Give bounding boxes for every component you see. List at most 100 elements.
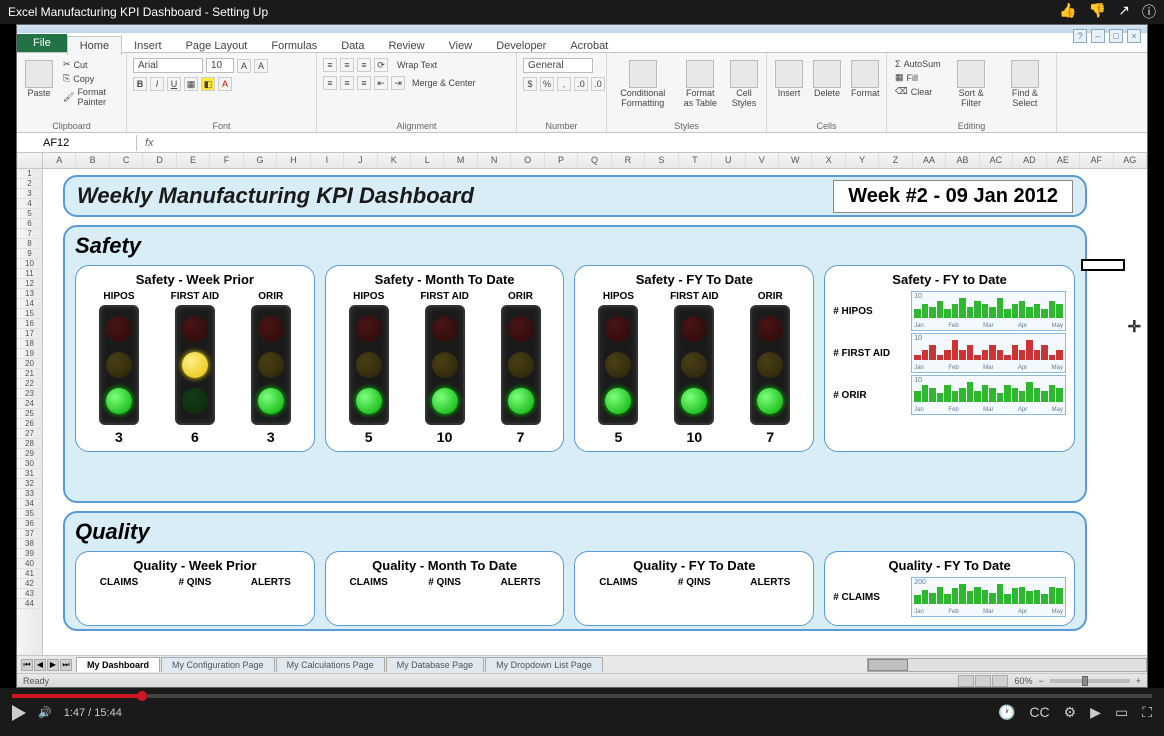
delete-cells-button[interactable]: Delete	[811, 58, 843, 101]
settings-icon[interactable]: ⚙	[1064, 704, 1077, 721]
col-header[interactable]: M	[444, 153, 477, 168]
horizontal-scrollbar[interactable]	[867, 658, 1147, 672]
col-header[interactable]: B	[76, 153, 109, 168]
col-header[interactable]: AA	[913, 153, 946, 168]
help-icon[interactable]: ?	[1073, 29, 1087, 43]
percent-button[interactable]: %	[540, 77, 554, 91]
col-header[interactable]: I	[311, 153, 344, 168]
col-header[interactable]: X	[812, 153, 845, 168]
font-color-button[interactable]: A	[218, 77, 232, 91]
sheet-tab[interactable]: My Dashboard	[76, 657, 160, 672]
view-normal-button[interactable]	[958, 675, 974, 687]
col-header[interactable]: C	[110, 153, 143, 168]
col-header[interactable]: A	[43, 153, 76, 168]
col-header[interactable]: E	[177, 153, 210, 168]
fullscreen-icon[interactable]: ⛶	[1142, 704, 1152, 721]
border-button[interactable]: ▦	[184, 77, 198, 91]
tab-nav-prev[interactable]: ◀	[34, 659, 46, 671]
indent-inc-button[interactable]: ⇥	[391, 76, 405, 90]
orientation-button[interactable]: ⟳	[374, 58, 388, 72]
info-icon[interactable]: ⓘ	[1142, 2, 1156, 22]
tab-nav-last[interactable]: ⏭	[60, 659, 72, 671]
col-header[interactable]: V	[746, 153, 779, 168]
col-header[interactable]: AB	[946, 153, 979, 168]
sheet-tab[interactable]: My Database Page	[386, 657, 485, 672]
insert-cells-button[interactable]: Insert	[773, 58, 805, 101]
sheet-tab[interactable]: My Configuration Page	[161, 657, 275, 672]
col-header[interactable]: AG	[1114, 153, 1147, 168]
close-icon[interactable]: ×	[1127, 29, 1141, 43]
tab-file[interactable]: File	[17, 34, 67, 52]
name-box[interactable]: AF12	[37, 135, 137, 151]
thumbs-down-icon[interactable]: 👎	[1089, 2, 1106, 22]
copy-button[interactable]: ⎘Copy	[61, 72, 120, 85]
tab-nav-first[interactable]: ⏮	[21, 659, 33, 671]
autosum-button[interactable]: ΣAutoSum	[893, 58, 943, 70]
col-header[interactable]: O	[511, 153, 544, 168]
zoom-slider[interactable]	[1050, 679, 1130, 683]
underline-button[interactable]: U	[167, 77, 181, 91]
col-header[interactable]: F	[210, 153, 243, 168]
fx-icon[interactable]: fx	[137, 137, 162, 149]
bold-button[interactable]: B	[133, 77, 147, 91]
col-header[interactable]: P	[545, 153, 578, 168]
col-header[interactable]: J	[344, 153, 377, 168]
number-format-select[interactable]: General	[523, 58, 593, 73]
col-header[interactable]: K	[378, 153, 411, 168]
format-cells-button[interactable]: Format	[849, 58, 882, 101]
format-table-button[interactable]: Format as Table	[679, 58, 722, 111]
merge-button[interactable]: Merge & Center	[412, 78, 476, 88]
col-header[interactable]: W	[779, 153, 812, 168]
col-header[interactable]: R	[612, 153, 645, 168]
fill-color-button[interactable]: ◧	[201, 77, 215, 91]
view-layout-button[interactable]	[975, 675, 991, 687]
align-top-button[interactable]: ≡	[323, 58, 337, 72]
col-header[interactable]: L	[411, 153, 444, 168]
font-size-select[interactable]: 10	[206, 58, 234, 73]
sort-filter-button[interactable]: Sort & Filter	[949, 58, 994, 111]
dec-decimal-button[interactable]: .0	[591, 77, 605, 91]
share-icon[interactable]: ↗	[1118, 2, 1130, 22]
clear-button[interactable]: ⌫Clear	[893, 85, 943, 98]
paste-button[interactable]: Paste	[23, 58, 55, 101]
font-name-select[interactable]: Arial	[133, 58, 203, 73]
week-selector[interactable]: Week #2 - 09 Jan 2012	[833, 180, 1073, 213]
sheet-tab[interactable]: My Dropdown List Page	[485, 657, 603, 672]
volume-icon[interactable]: 🔊	[38, 706, 52, 719]
cell-styles-button[interactable]: Cell Styles	[728, 58, 760, 111]
align-left-button[interactable]: ≡	[323, 76, 337, 90]
zoom-out-button[interactable]: −	[1038, 676, 1043, 686]
youtube-icon[interactable]: ▶	[1090, 704, 1101, 721]
col-header[interactable]: G	[244, 153, 277, 168]
comma-button[interactable]: ,	[557, 77, 571, 91]
col-header[interactable]: Z	[879, 153, 912, 168]
cond-format-button[interactable]: Conditional Formatting	[613, 58, 673, 111]
find-select-button[interactable]: Find & Select	[1000, 58, 1050, 111]
col-header[interactable]: S	[645, 153, 678, 168]
col-header[interactable]: AE	[1047, 153, 1080, 168]
col-header[interactable]: Q	[578, 153, 611, 168]
play-button[interactable]	[12, 705, 26, 721]
cc-icon[interactable]: CC	[1029, 704, 1049, 721]
currency-button[interactable]: $	[523, 77, 537, 91]
col-header[interactable]: Y	[846, 153, 879, 168]
zoom-in-button[interactable]: +	[1136, 676, 1141, 686]
theater-icon[interactable]: ▭	[1115, 704, 1128, 721]
sheet-tab[interactable]: My Calculations Page	[276, 657, 385, 672]
col-header[interactable]: AD	[1013, 153, 1046, 168]
watch-later-icon[interactable]: 🕐	[998, 704, 1015, 721]
col-header[interactable]: H	[277, 153, 310, 168]
align-right-button[interactable]: ≡	[357, 76, 371, 90]
grow-font-button[interactable]: A	[237, 59, 251, 73]
col-header[interactable]: T	[679, 153, 712, 168]
fill-button[interactable]: ▦Fill	[893, 71, 943, 84]
view-break-button[interactable]	[992, 675, 1008, 687]
col-header[interactable]: U	[712, 153, 745, 168]
align-mid-button[interactable]: ≡	[340, 58, 354, 72]
align-bot-button[interactable]: ≡	[357, 58, 371, 72]
wrap-text-button[interactable]: Wrap Text	[397, 60, 437, 70]
cut-button[interactable]: ✂Cut	[61, 58, 120, 71]
indent-dec-button[interactable]: ⇤	[374, 76, 388, 90]
format-painter-button[interactable]: 🖌Format Painter	[61, 86, 120, 108]
minimize-icon[interactable]: –	[1091, 29, 1105, 43]
